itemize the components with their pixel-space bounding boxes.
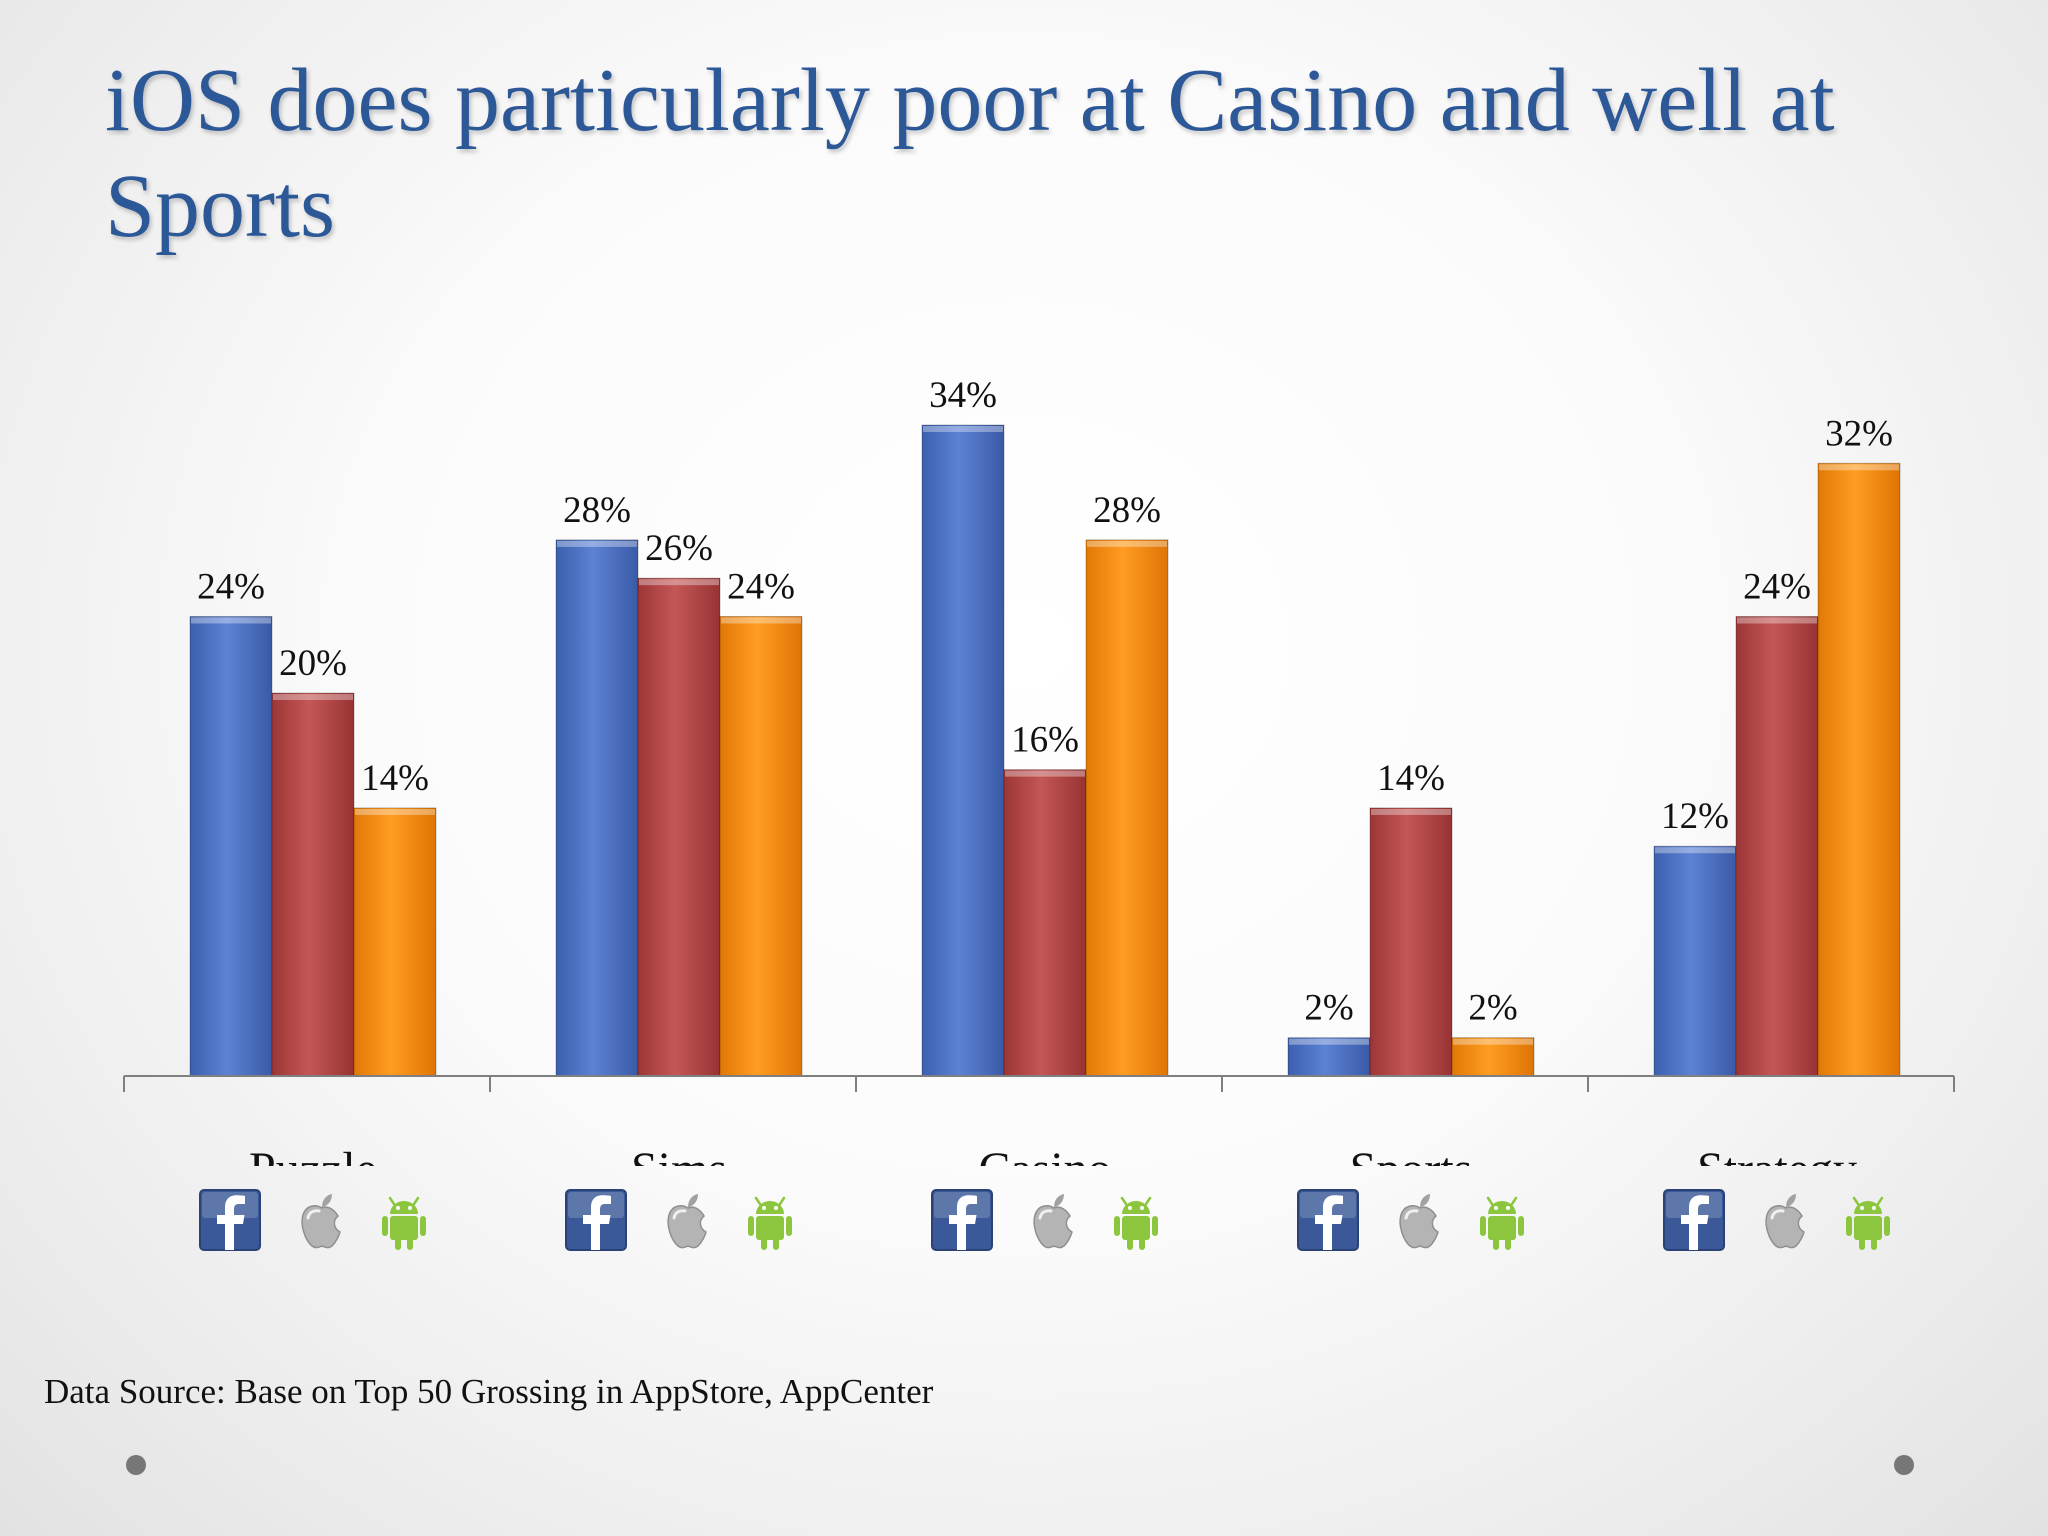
value-label-puzzle-series-1: 24% — [197, 566, 265, 607]
bar-highlight — [1737, 617, 1817, 624]
value-label-casino-series-3: 28% — [1093, 490, 1161, 531]
bar-sims-series-2 — [637, 577, 721, 1077]
android-icon — [382, 1196, 426, 1250]
facebook-icon — [931, 1189, 993, 1251]
bar-puzzle-series-1 — [189, 615, 273, 1077]
value-label-sports-series-2: 14% — [1377, 758, 1445, 799]
facebook-icon — [565, 1189, 627, 1251]
apple-icon — [301, 1194, 341, 1249]
bar-highlight — [355, 808, 435, 815]
bar-highlight — [1371, 808, 1451, 815]
value-label-sims-series-3: 24% — [727, 566, 795, 607]
bar-casino-series-2 — [1003, 769, 1087, 1077]
bar-highlight — [721, 617, 801, 624]
bar-sports-series-2 — [1369, 807, 1453, 1077]
category-label-sports: Sports — [1350, 1143, 1473, 1196]
facebook-icon — [199, 1189, 261, 1251]
value-label-strategy-series-2: 24% — [1743, 566, 1811, 607]
bar-highlight — [557, 540, 637, 547]
android-icon — [1846, 1196, 1890, 1250]
android-icon — [748, 1196, 792, 1250]
bar-strategy-series-2 — [1735, 615, 1819, 1077]
bar-sims-series-3 — [719, 615, 803, 1077]
value-label-puzzle-series-2: 20% — [279, 643, 347, 684]
nav-dot-right — [1894, 1455, 1914, 1475]
bar-highlight — [1005, 770, 1085, 777]
bar-highlight — [191, 617, 271, 624]
bar-casino-series-1 — [921, 424, 1005, 1077]
bar-highlight — [1289, 1038, 1369, 1045]
bar-highlight — [639, 579, 719, 586]
apple-icon — [1765, 1194, 1805, 1249]
page-title: iOS does particularly poor at Casino and… — [105, 51, 1835, 256]
bar-casino-series-3 — [1085, 539, 1169, 1077]
category-label-casino: Casino — [978, 1143, 1111, 1196]
bar-sports-series-3 — [1451, 1037, 1535, 1077]
value-label-sims-series-1: 28% — [563, 490, 631, 531]
bar-puzzle-series-3 — [353, 807, 437, 1077]
bar-highlight — [1655, 847, 1735, 854]
bar-sims-series-1 — [555, 539, 639, 1077]
nav-dot-left — [126, 1455, 146, 1475]
bar-strategy-series-1 — [1653, 845, 1737, 1077]
data-source-note: Data Source: Base on Top 50 Grossing in … — [44, 1372, 934, 1411]
value-label-puzzle-series-3: 14% — [361, 758, 429, 799]
facebook-icon — [1297, 1189, 1359, 1251]
value-label-casino-series-2: 16% — [1011, 720, 1079, 761]
bar-strategy-series-3 — [1817, 462, 1901, 1077]
value-label-strategy-series-1: 12% — [1661, 796, 1729, 837]
bar-highlight — [273, 694, 353, 701]
value-label-casino-series-1: 34% — [929, 375, 997, 416]
facebook-icon — [1663, 1189, 1725, 1251]
apple-icon — [1033, 1194, 1073, 1249]
category-label-strategy: Strategy — [1697, 1143, 1857, 1196]
apple-icon — [1399, 1194, 1439, 1249]
category-label-sims: Sims — [631, 1143, 727, 1196]
value-label-strategy-series-3: 32% — [1825, 413, 1893, 454]
android-icon — [1480, 1196, 1524, 1250]
bar-highlight — [923, 426, 1003, 432]
category-label-puzzle: Puzzle — [249, 1143, 377, 1196]
bar-highlight — [1453, 1038, 1533, 1045]
value-label-sports-series-3: 2% — [1468, 988, 1517, 1029]
android-icon — [1114, 1196, 1158, 1250]
value-label-sims-series-2: 26% — [645, 528, 713, 569]
apple-icon — [667, 1194, 707, 1249]
bar-highlight — [1087, 540, 1167, 547]
bar-puzzle-series-2 — [271, 692, 355, 1077]
bar-highlight — [1819, 464, 1899, 471]
value-label-sports-series-1: 2% — [1304, 988, 1353, 1029]
